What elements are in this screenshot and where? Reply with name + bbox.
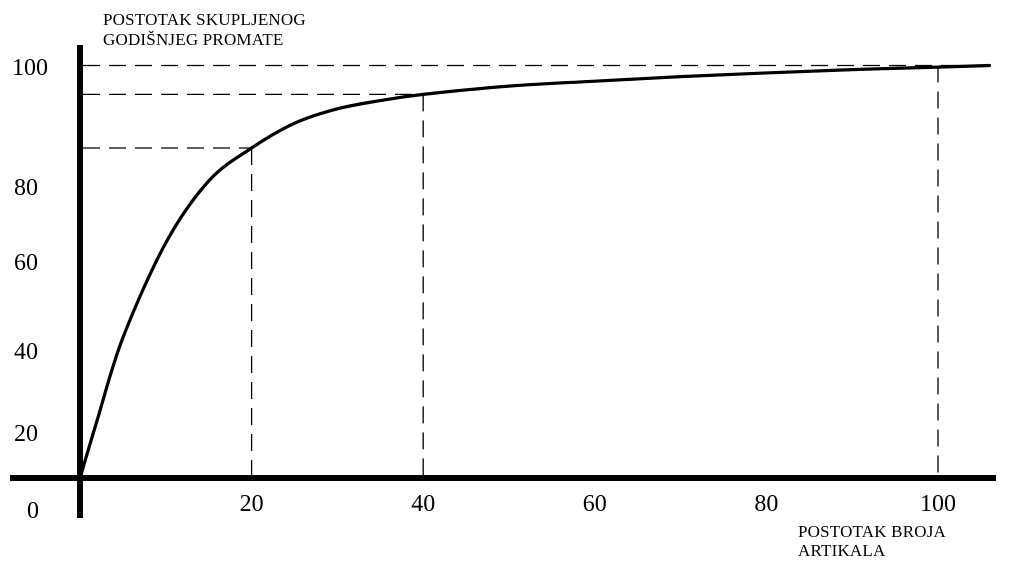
x-tick-label-80: 80 xyxy=(754,491,778,517)
y-tick-label-20: 20 xyxy=(14,421,38,447)
x-axis-label: POSTOTAK BROJA ARTIKALA xyxy=(798,522,947,560)
x-tick-labels: 20 40 60 80 100 0 xyxy=(27,491,956,524)
x-tick-label-40: 40 xyxy=(411,491,435,517)
x-tick-label-100: 100 xyxy=(920,491,956,517)
origin-label: 0 xyxy=(27,498,39,524)
cumulative-turnover-curve xyxy=(78,63,992,480)
y-tick-label-100: 100 xyxy=(12,55,48,81)
y-tick-label-60: 60 xyxy=(14,250,38,276)
y-tick-label-80: 80 xyxy=(14,175,38,201)
y-tick-labels: 20 40 60 80 100 xyxy=(12,55,48,447)
x-tick-label-60: 60 xyxy=(583,491,607,517)
y-axis-label: POSTOTAK SKUPLJENOG GODIŠNJEG PROMATE xyxy=(103,10,306,49)
y-tick-label-40: 40 xyxy=(14,339,38,365)
reference-lines xyxy=(83,64,990,478)
axes xyxy=(10,45,996,518)
x-tick-label-20: 20 xyxy=(240,491,264,517)
curve-group xyxy=(78,63,992,480)
